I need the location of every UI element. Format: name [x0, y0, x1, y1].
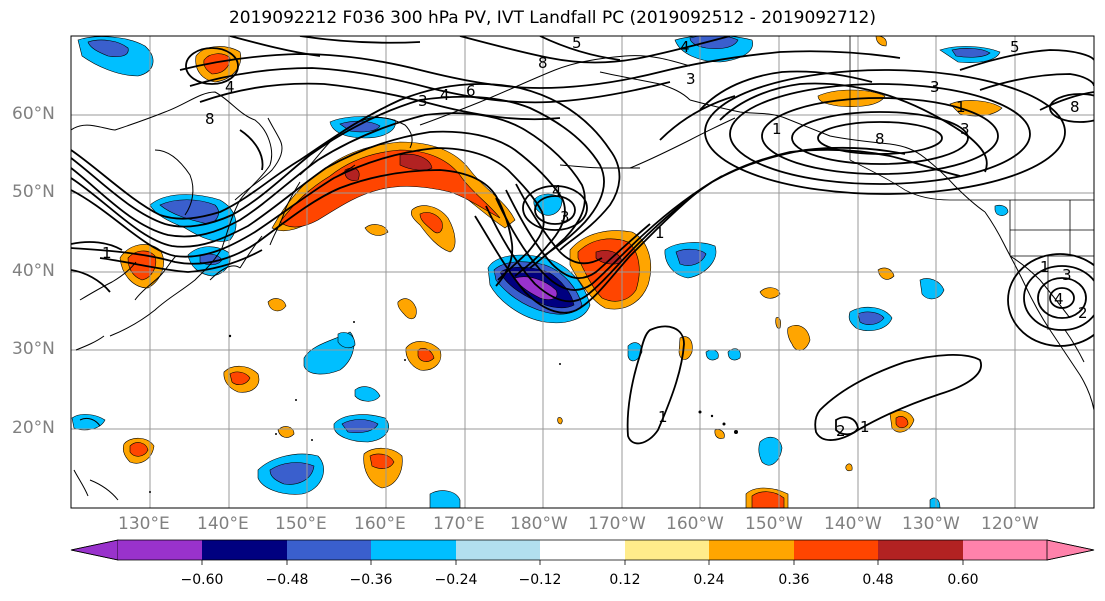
- lon-label: 170°W: [588, 514, 646, 534]
- lat-label: 20°N: [12, 418, 55, 438]
- contour-label: 5: [572, 34, 582, 52]
- lon-label: 130°E: [118, 514, 170, 534]
- colorbar-tick-label: −0.36: [349, 572, 393, 588]
- lon-label: 120°W: [981, 514, 1039, 534]
- contour-label: 2: [836, 422, 846, 440]
- coastlines: [71, 55, 1094, 501]
- ivt-contours: [71, 36, 1094, 445]
- colorbar-tick-label: 0.48: [862, 572, 894, 588]
- contour-label: 1: [1040, 258, 1050, 276]
- contour-label: 1: [772, 120, 782, 138]
- pv-shading: [71, 36, 1009, 508]
- contour-label: 1: [860, 418, 870, 436]
- contour-label: 2: [1078, 304, 1088, 322]
- contour-label: 8: [875, 130, 885, 148]
- lon-label: 160°E: [354, 514, 406, 534]
- contour-label: 8: [538, 54, 548, 72]
- contour-label: 4: [680, 38, 690, 56]
- colorbar-segment: [963, 540, 1047, 560]
- map-panel: 1 3 4 4 3 6 4 8 8 5 4 3 1 8 3 3 1 5 8 1 …: [71, 34, 1094, 508]
- lat-label: 40°N: [12, 261, 55, 281]
- colorbar-tick-label: 0.36: [778, 572, 810, 588]
- contour-label: 8: [1070, 98, 1080, 116]
- colorbar-segment: [625, 540, 709, 560]
- colorbar-tick-label: 0.24: [693, 572, 725, 588]
- colorbar-segment: [287, 540, 371, 560]
- contour-label: 3: [418, 92, 428, 110]
- political-boundaries: [849, 36, 1094, 330]
- contour-label: 1: [658, 408, 668, 426]
- colorbar-tick-label: 0.60: [947, 572, 979, 588]
- contour-label: 4: [440, 86, 450, 104]
- lon-label: 130°W: [902, 514, 960, 534]
- lon-label: 180°W: [510, 514, 568, 534]
- contour-labels: 1 3 4 4 3 6 4 8 8 5 4 3 1 8 3 3 1 5 8 1 …: [102, 34, 1088, 440]
- colorbar-segment: [118, 540, 202, 560]
- lon-label: 140°W: [824, 514, 882, 534]
- colorbar-segment: [1046, 539, 1095, 561]
- contour-label: 8: [205, 110, 215, 128]
- lat-label: 30°N: [12, 339, 55, 359]
- contour-label: 3: [1062, 266, 1072, 284]
- lon-label: 160°W: [666, 514, 724, 534]
- colorbar-segment: [456, 540, 540, 560]
- colorbar-tick-label: 0.12: [609, 572, 641, 588]
- contour-label: 1: [102, 244, 112, 262]
- colorbar-tick-label: −0.12: [518, 572, 562, 588]
- colorbar-tick-label: −0.24: [434, 572, 478, 588]
- contour-label: 5: [1010, 38, 1020, 56]
- lat-label: 60°N: [12, 104, 55, 124]
- colorbar-segment: [709, 540, 794, 560]
- colorbar-segment: [540, 540, 625, 560]
- colorbar-tick-label: −0.60: [180, 572, 224, 588]
- contour-label: 4: [552, 182, 562, 200]
- contour-label: 3: [560, 208, 570, 226]
- contour-label: 3: [960, 120, 970, 138]
- lon-label: 140°E: [197, 514, 249, 534]
- contour-label: 6: [466, 82, 476, 100]
- contour-label: 4: [1054, 290, 1064, 308]
- lon-label: 150°E: [275, 514, 327, 534]
- contour-label: 4: [225, 78, 235, 96]
- colorbar-segment: [202, 540, 287, 560]
- contour-label: 3: [686, 70, 696, 88]
- colorbar-segment: [371, 540, 456, 560]
- colorbar-segment: [794, 540, 878, 560]
- map-frame: [70, 35, 1095, 509]
- contour-label: 1: [655, 224, 665, 242]
- contour-label: 1: [956, 98, 966, 116]
- contour-label: 3: [930, 78, 940, 96]
- map-title: 2019092212 F036 300 hPa PV, IVT Landfall…: [228, 8, 876, 28]
- pacific-islands: [149, 321, 738, 493]
- colorbar-segment: [878, 540, 963, 560]
- colorbar-segment: [70, 539, 119, 561]
- colorbar-tick-label: −0.48: [265, 572, 309, 588]
- lat-label: 50°N: [12, 182, 55, 202]
- lon-label: 150°W: [745, 514, 803, 534]
- colorbar: [70, 539, 1095, 565]
- lon-label: 170°E: [433, 514, 485, 534]
